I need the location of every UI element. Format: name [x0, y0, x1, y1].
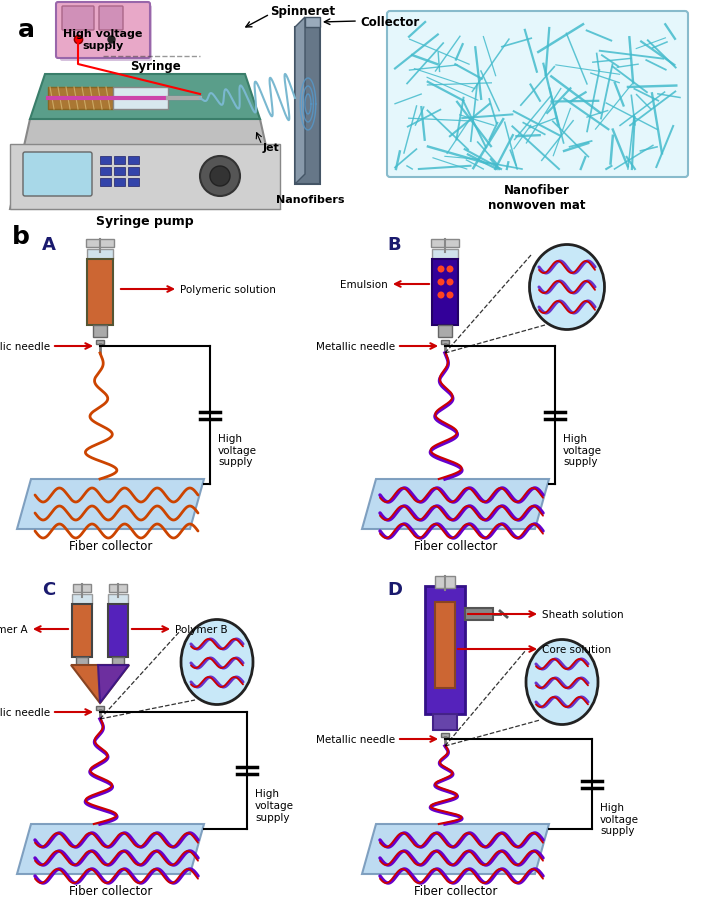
FancyBboxPatch shape: [60, 6, 152, 62]
Circle shape: [446, 267, 453, 273]
Ellipse shape: [181, 619, 253, 705]
Bar: [432, 250, 458, 260]
Text: Core solution: Core solution: [542, 644, 611, 654]
Bar: [108, 605, 128, 657]
Ellipse shape: [526, 640, 598, 725]
Text: A: A: [42, 236, 56, 254]
Polygon shape: [10, 119, 280, 210]
Text: Spinneret: Spinneret: [270, 6, 335, 18]
Polygon shape: [362, 824, 549, 874]
Polygon shape: [17, 480, 204, 529]
Text: Polymer A: Polymer A: [0, 624, 28, 634]
Polygon shape: [98, 665, 129, 703]
Bar: [93, 325, 107, 337]
Text: Metallic needle: Metallic needle: [316, 342, 395, 352]
Text: a: a: [18, 18, 35, 42]
Bar: [441, 341, 449, 345]
Bar: [86, 240, 114, 248]
Bar: [441, 733, 449, 737]
Bar: [128, 157, 139, 165]
Circle shape: [437, 267, 444, 273]
Bar: [73, 584, 91, 593]
Text: Nanofibers: Nanofibers: [276, 195, 344, 205]
Text: Collector: Collector: [360, 16, 419, 28]
Bar: [113, 88, 168, 110]
Bar: [435, 576, 455, 588]
FancyBboxPatch shape: [23, 153, 92, 197]
Text: D: D: [387, 581, 402, 598]
Text: Sheath solution: Sheath solution: [542, 609, 623, 619]
Polygon shape: [71, 665, 129, 703]
Bar: [114, 179, 125, 187]
Bar: [465, 608, 493, 620]
Bar: [100, 179, 111, 187]
Text: Polymeric solution: Polymeric solution: [180, 285, 276, 295]
Text: B: B: [387, 236, 401, 254]
Text: High
voltage
supply: High voltage supply: [255, 789, 294, 822]
Circle shape: [446, 292, 453, 300]
Text: Nanofiber
nonwoven mat: Nanofiber nonwoven mat: [489, 184, 585, 211]
Bar: [114, 157, 125, 165]
Text: High
voltage
supply: High voltage supply: [218, 434, 257, 467]
Text: Syringe pump: Syringe pump: [96, 215, 194, 228]
Bar: [72, 605, 92, 657]
Circle shape: [437, 292, 444, 300]
Text: Metallic needle: Metallic needle: [0, 708, 50, 717]
Polygon shape: [17, 824, 204, 874]
Bar: [438, 325, 452, 337]
FancyBboxPatch shape: [62, 7, 94, 31]
Bar: [87, 250, 113, 260]
Text: Fiber collector: Fiber collector: [413, 539, 497, 552]
FancyBboxPatch shape: [387, 12, 688, 177]
Bar: [96, 341, 104, 345]
FancyBboxPatch shape: [56, 3, 150, 59]
Text: High
voltage
supply: High voltage supply: [563, 434, 602, 467]
Text: Metallic needle: Metallic needle: [0, 342, 50, 352]
Text: High voltage
supply: High voltage supply: [63, 29, 143, 51]
Ellipse shape: [529, 245, 604, 330]
Bar: [433, 714, 457, 731]
Bar: [435, 602, 455, 688]
Bar: [112, 657, 124, 665]
Text: High
voltage
supply: High voltage supply: [600, 802, 639, 835]
Text: Metallic needle: Metallic needle: [316, 734, 395, 744]
Bar: [48, 88, 113, 110]
Bar: [114, 168, 125, 176]
Text: Syringe: Syringe: [130, 60, 180, 73]
Polygon shape: [295, 28, 320, 185]
Bar: [87, 260, 113, 325]
Text: C: C: [42, 581, 55, 598]
Text: Emulsion: Emulsion: [340, 279, 388, 289]
Bar: [96, 706, 104, 710]
Bar: [128, 179, 139, 187]
Text: Jet: Jet: [263, 142, 280, 153]
Polygon shape: [30, 75, 260, 119]
Polygon shape: [305, 18, 320, 28]
Bar: [425, 586, 465, 714]
Circle shape: [210, 167, 230, 187]
Bar: [109, 584, 127, 593]
Text: b: b: [12, 225, 30, 249]
Bar: [432, 260, 458, 325]
Bar: [100, 157, 111, 165]
Text: Fiber collector: Fiber collector: [69, 539, 152, 552]
FancyBboxPatch shape: [99, 7, 123, 31]
Bar: [128, 168, 139, 176]
Circle shape: [200, 157, 240, 197]
Polygon shape: [295, 18, 305, 185]
Text: Fiber collector: Fiber collector: [413, 884, 497, 897]
Bar: [108, 595, 128, 605]
Bar: [100, 168, 111, 176]
Polygon shape: [362, 480, 549, 529]
Text: Fiber collector: Fiber collector: [69, 884, 152, 897]
Bar: [431, 240, 459, 248]
Bar: [72, 595, 92, 605]
Circle shape: [446, 279, 453, 286]
Text: Polymer B: Polymer B: [175, 624, 227, 634]
Circle shape: [437, 279, 444, 286]
Polygon shape: [10, 145, 280, 210]
Bar: [76, 657, 88, 665]
